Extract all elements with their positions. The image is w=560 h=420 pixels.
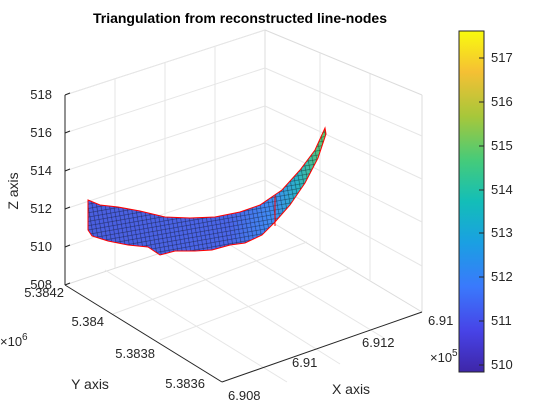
- x-axis-label: X axis: [332, 381, 370, 397]
- svg-text:6: 6: [22, 332, 28, 343]
- colorbar-tick-label: 513: [491, 225, 513, 240]
- y-tick-label: 5.3842: [24, 285, 64, 300]
- x-tick-label: 6.912: [362, 335, 395, 350]
- z-tickmarks: [65, 93, 70, 285]
- y-tick-labels: 5.3836 5.3838 5.384 5.3842: [24, 285, 205, 391]
- x-tick-label: 6.908: [228, 388, 261, 403]
- axes-box: [65, 30, 422, 312]
- x-tick-label: 6.91: [292, 355, 317, 370]
- svg-text:5: 5: [452, 348, 458, 359]
- colorbar-tick-label: 510: [491, 357, 513, 372]
- colorbar-tick-label: 514: [491, 182, 513, 197]
- colorbar-tick-label: 512: [491, 269, 513, 284]
- y-tick-label: 5.384: [71, 314, 104, 329]
- z-tick-labels: 508 510 512 514 516 518: [30, 87, 52, 292]
- chart-title: Triangulation from reconstructed line-no…: [93, 10, 387, 26]
- svg-text:×10: ×10: [430, 350, 452, 365]
- colorbar-tick-label: 516: [491, 94, 513, 109]
- z-tick-label: 514: [30, 163, 52, 178]
- surface: [88, 128, 326, 255]
- colorbar-tick-label: 515: [491, 138, 513, 153]
- x-scale-factor: ×10 5: [430, 348, 458, 365]
- z-tick-label: 512: [30, 201, 52, 216]
- y-scale-factor: ×10 6: [0, 332, 28, 349]
- colorbar-tick-label: 511: [491, 313, 512, 328]
- colorbar-tick-label: 517: [491, 50, 513, 65]
- z-tick-label: 510: [30, 239, 52, 254]
- z-tick-label: 518: [30, 87, 52, 102]
- z-axis-label: Z axis: [5, 172, 21, 209]
- z-tick-label: 516: [30, 125, 52, 140]
- y-tick-label: 5.3838: [115, 346, 155, 361]
- x-tick-label: 6.91: [428, 313, 453, 328]
- y-tick-label: 5.3836: [165, 376, 205, 391]
- y-axis-label: Y axis: [71, 376, 109, 392]
- svg-text:×10: ×10: [0, 334, 22, 349]
- colorbar: 510 511 512 513 514 515 516 517: [459, 31, 513, 372]
